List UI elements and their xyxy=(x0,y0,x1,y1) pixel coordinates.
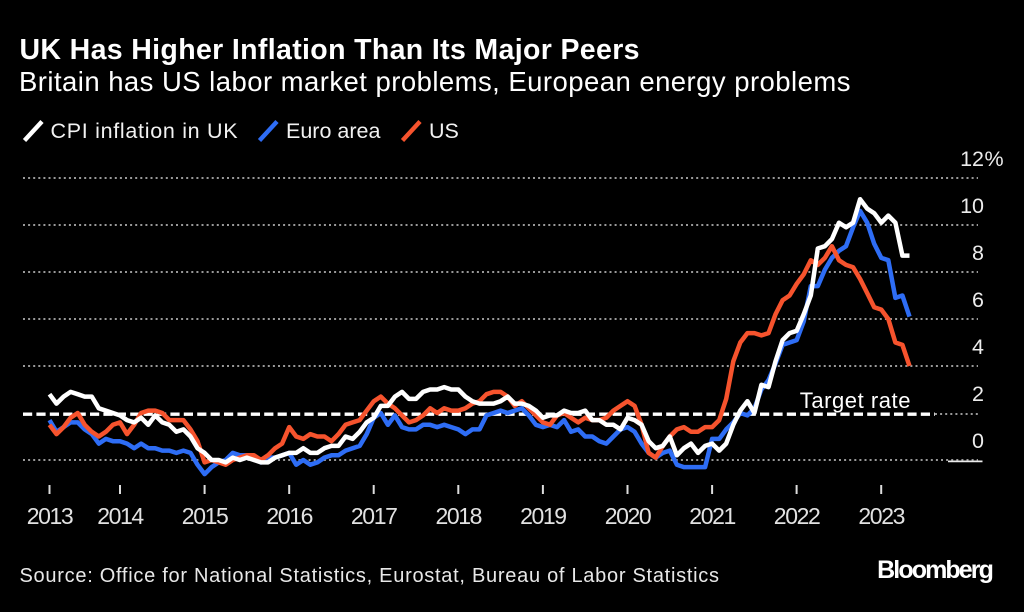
svg-text:2020: 2020 xyxy=(605,503,651,529)
svg-text:2021: 2021 xyxy=(689,503,735,529)
svg-text:2014: 2014 xyxy=(97,503,144,529)
svg-text:2015: 2015 xyxy=(182,503,228,529)
svg-text:Britain has US labor market pr: Britain has US labor market problems, Eu… xyxy=(19,66,851,97)
svg-text:Source: Office for National St: Source: Office for National Statistics, … xyxy=(20,565,720,587)
svg-text:0: 0 xyxy=(972,429,984,453)
svg-text:Euro area: Euro area xyxy=(286,119,380,143)
svg-text:2018: 2018 xyxy=(436,503,482,529)
svg-text:2: 2 xyxy=(972,382,984,406)
svg-text:2017: 2017 xyxy=(351,503,397,529)
svg-text:Target rate: Target rate xyxy=(800,388,911,413)
svg-text:10: 10 xyxy=(960,194,984,218)
svg-text:8: 8 xyxy=(972,241,984,265)
svg-text:2013: 2013 xyxy=(27,503,73,529)
svg-text:Bloomberg: Bloomberg xyxy=(877,556,992,584)
svg-text:UK Has Higher Inflation Than I: UK Has Higher Inflation Than Its Major P… xyxy=(20,34,640,66)
svg-text:4: 4 xyxy=(972,335,984,359)
svg-text:CPI inflation in UK: CPI inflation in UK xyxy=(51,119,239,143)
svg-text:12: 12 xyxy=(960,147,984,171)
svg-text:2023: 2023 xyxy=(858,503,904,529)
svg-text:2019: 2019 xyxy=(520,503,566,529)
svg-text:6: 6 xyxy=(972,288,984,312)
svg-text:2016: 2016 xyxy=(266,503,312,529)
svg-text:%: % xyxy=(985,147,1004,171)
svg-text:US: US xyxy=(429,119,459,143)
svg-text:2022: 2022 xyxy=(774,503,820,529)
